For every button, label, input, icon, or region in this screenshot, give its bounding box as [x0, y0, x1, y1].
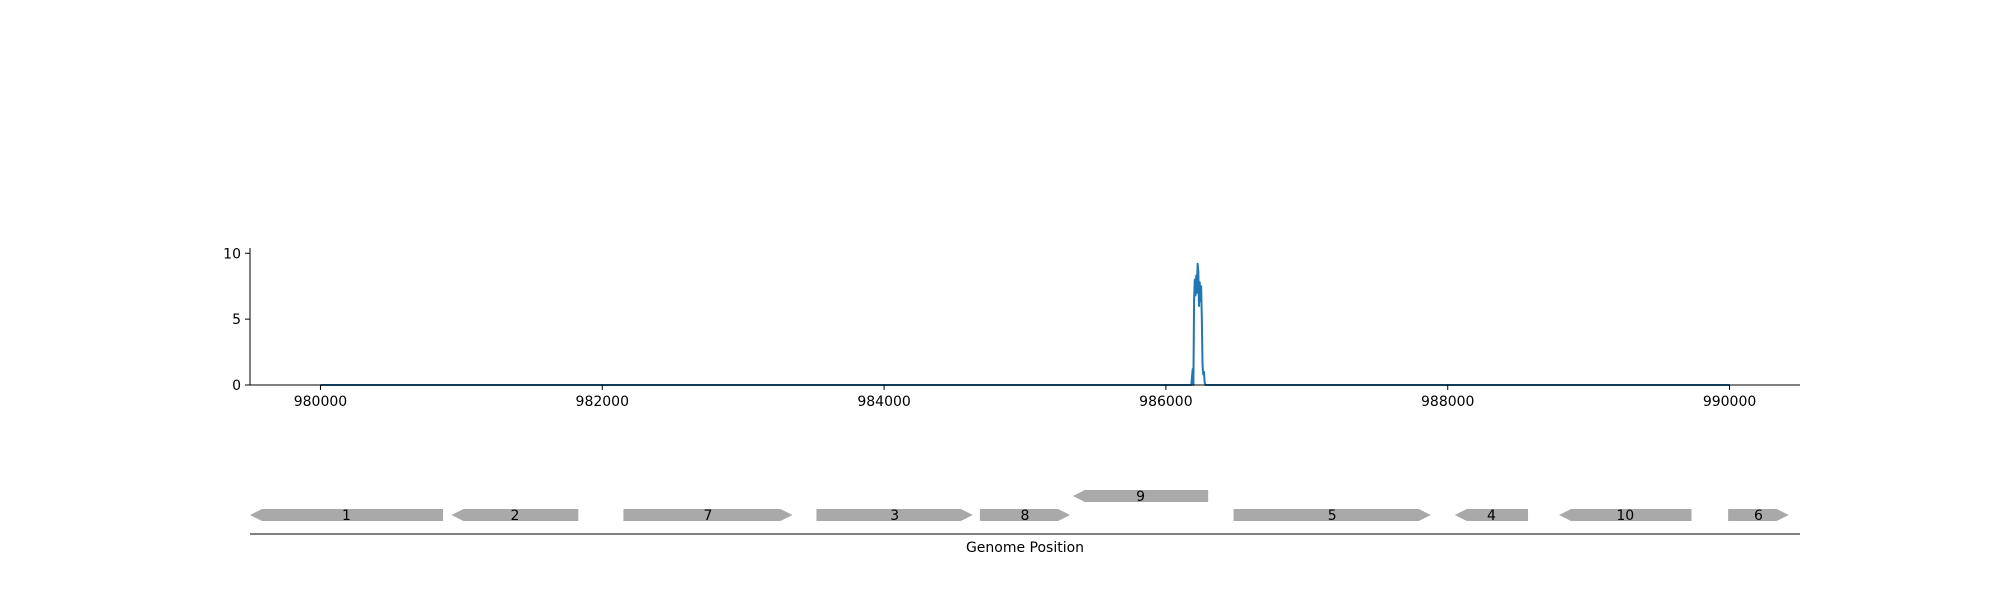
gene-label: 2 — [510, 508, 519, 524]
gene-arrow — [1233, 509, 1431, 521]
x-tick-label: 988000 — [1421, 394, 1474, 410]
y-tick-label: 0 — [232, 378, 241, 394]
gene-feature: 10 — [1559, 508, 1692, 524]
gene-arrow — [816, 509, 973, 521]
coverage-line — [320, 262, 1730, 386]
gene-label: 3 — [890, 508, 899, 524]
gene-feature: 8 — [979, 508, 1071, 524]
gene-track: 1 2 7 3 8 9 5 4 10 6 Genome Position — [250, 489, 1800, 556]
gene-label: 4 — [1487, 508, 1496, 524]
gene-arrow — [1454, 509, 1529, 521]
y-tick-label: 10 — [223, 246, 241, 262]
x-axis-ticks: 980000 982000 984000 986000 988000 990000 — [294, 385, 1756, 410]
gene-arrow — [250, 509, 444, 521]
gene-arrow — [1072, 490, 1209, 502]
x-axis-label: Genome Position — [966, 540, 1084, 556]
gene-label: 10 — [1616, 508, 1634, 524]
gene-arrow — [623, 509, 793, 521]
gene-feature: 7 — [623, 508, 793, 524]
gene-feature: 9 — [1072, 489, 1209, 505]
gene-label: 1 — [342, 508, 351, 524]
gene-arrow — [979, 509, 1071, 521]
x-tick-label: 986000 — [1139, 394, 1192, 410]
coverage-plot: 0 5 10 980000 982000 984000 986000 988000 99000… — [223, 246, 1800, 410]
gene-label: 5 — [1328, 508, 1337, 524]
gene-label: 6 — [1754, 508, 1763, 524]
gene-features: 1 2 7 3 8 9 5 4 10 6 — [250, 489, 1789, 524]
x-tick-label: 982000 — [576, 394, 629, 410]
gene-feature: 1 — [250, 508, 444, 524]
x-tick-label: 990000 — [1703, 394, 1756, 410]
gene-label: 7 — [703, 508, 712, 524]
gene-feature: 5 — [1233, 508, 1431, 524]
gene-feature: 6 — [1728, 508, 1789, 524]
y-axis-ticks: 0 5 10 — [223, 246, 250, 394]
gene-arrow — [451, 509, 579, 521]
gene-label: 9 — [1136, 489, 1145, 505]
y-tick-label: 5 — [232, 312, 241, 328]
gene-label: 8 — [1021, 508, 1030, 524]
x-tick-label: 980000 — [294, 394, 347, 410]
gene-arrow — [1728, 509, 1789, 521]
gene-feature: 4 — [1454, 508, 1529, 524]
gene-feature: 2 — [451, 508, 579, 524]
gene-arrow — [1559, 509, 1692, 521]
gene-feature: 3 — [816, 508, 973, 524]
x-tick-label: 984000 — [857, 394, 910, 410]
